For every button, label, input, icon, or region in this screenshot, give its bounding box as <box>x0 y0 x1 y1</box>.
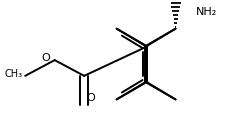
Text: O: O <box>41 53 50 63</box>
Text: NH₂: NH₂ <box>196 7 218 17</box>
Text: CH₃: CH₃ <box>4 69 22 79</box>
Text: O: O <box>87 93 96 103</box>
